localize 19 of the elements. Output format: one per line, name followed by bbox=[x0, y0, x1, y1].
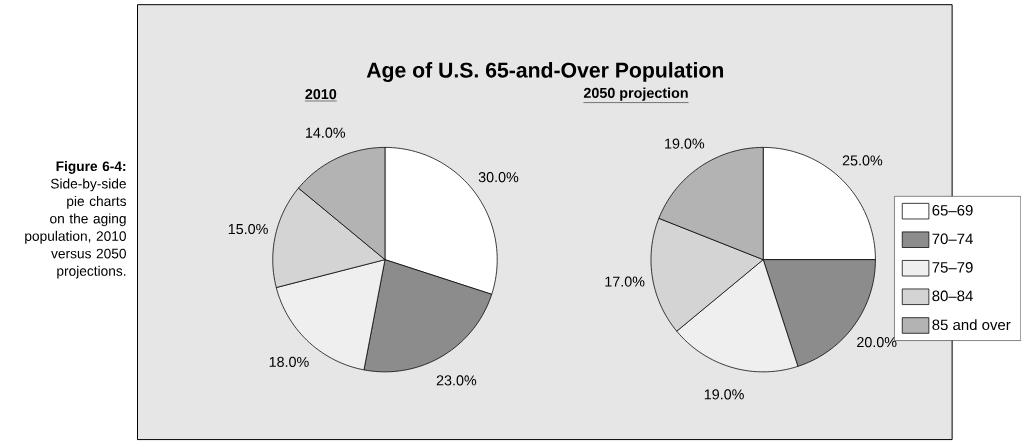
data-label: 14.0% bbox=[306, 127, 346, 138]
data-label: 30.0% bbox=[478, 171, 519, 183]
data-label: 17.0% bbox=[605, 276, 645, 287]
chart-subtitle: 2010 bbox=[305, 88, 337, 99]
chart-subtitle: 2050 projection bbox=[583, 87, 688, 101]
data-label: 20.0% bbox=[857, 336, 897, 347]
legend-label: 75–79 bbox=[932, 261, 973, 273]
data-label: 23.0% bbox=[436, 375, 477, 386]
data-label: 19.0% bbox=[665, 138, 705, 149]
legend-label: 70–74 bbox=[932, 233, 973, 244]
text: Figure 6-4: Side-by-side pie charts on the aging population, 2010 versus 2050 projections. bbox=[25, 160, 127, 279]
chart-title: Age of U.S. 65-and-Over Population bbox=[366, 61, 724, 82]
data-label: 15.0% bbox=[228, 223, 268, 234]
legend-label: 85 and over bbox=[932, 318, 1011, 330]
legend-label: 65–69 bbox=[932, 204, 973, 216]
legend-label: 80–84 bbox=[932, 290, 973, 301]
data-label: 25.0% bbox=[842, 155, 883, 166]
data-label: 19.0% bbox=[704, 389, 744, 400]
data-label: 18.0% bbox=[269, 356, 309, 367]
